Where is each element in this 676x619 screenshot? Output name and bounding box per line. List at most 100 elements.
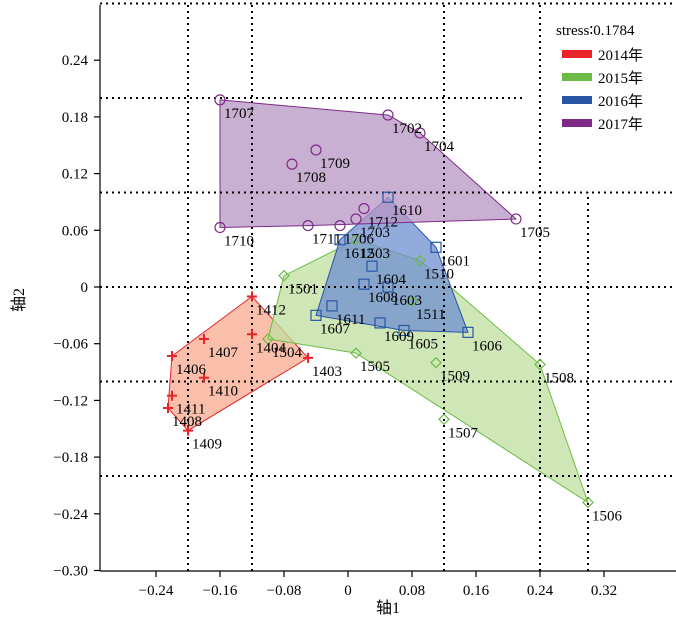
point-1607 [310, 309, 322, 321]
point-1410 [199, 372, 209, 383]
y-axis-title: 轴2 [10, 288, 28, 312]
point-label-1412: 1412 [256, 302, 286, 318]
point-label-1505: 1505 [360, 359, 390, 375]
point-1601 [430, 241, 442, 253]
legend-swatch-2016年 [562, 96, 592, 104]
y-tick-label: 0.06 [62, 223, 89, 239]
point-label-1601: 1601 [440, 253, 470, 269]
point-label-1408: 1408 [172, 414, 202, 430]
legend-swatch-2017年 [562, 119, 592, 127]
point-label-1606: 1606 [472, 338, 503, 354]
point-1708 [286, 158, 298, 170]
point-label-1609: 1609 [384, 329, 414, 345]
data-points [163, 94, 594, 509]
point-1408 [163, 402, 173, 413]
point-label-1503: 1503 [360, 246, 390, 262]
legend-swatch-2014年 [562, 50, 592, 58]
point-label-1507: 1507 [448, 425, 479, 441]
axis-ticks: −0.24 −0.16 −0.08 0 0.08 0.16 0.24 0.32 −0.30 −0.… [53, 53, 617, 599]
point-label-1410: 1410 [208, 384, 238, 400]
point-label-1603: 1603 [392, 293, 422, 309]
x-tick-label: −0.24 [139, 583, 174, 599]
point-label-1706: 1706 [344, 232, 375, 248]
point-1710 [214, 221, 226, 234]
point-label-1511: 1511 [416, 307, 445, 323]
point-label-1409: 1409 [192, 437, 222, 453]
point-label-1510: 1510 [424, 267, 454, 283]
point-1508 [534, 358, 546, 371]
point-1711 [302, 219, 314, 232]
point-label-1509: 1509 [440, 369, 470, 385]
point-1412 [247, 291, 257, 302]
point-1511 [406, 295, 418, 308]
x-axis-title: 轴1 [376, 599, 400, 617]
point-label-1508: 1508 [544, 370, 574, 386]
point-1510 [414, 254, 426, 267]
point-1611 [326, 300, 338, 312]
legend-label-2015年: 2015年 [598, 70, 643, 87]
point-1606 [462, 326, 474, 338]
point-1503 [350, 233, 362, 246]
point-label-1612: 1612 [344, 246, 374, 262]
point-1702 [382, 109, 394, 121]
hull-polygons [167, 99, 589, 504]
point-1407 [199, 333, 209, 344]
point-label-1705: 1705 [520, 225, 550, 241]
point-1506 [582, 496, 594, 509]
point-1505 [350, 347, 362, 359]
x-tick-label: 0.16 [463, 583, 490, 599]
hull-2016年 [315, 196, 469, 333]
point-label-1708: 1708 [296, 170, 326, 186]
point-label-1704: 1704 [424, 139, 455, 155]
y-tick-label: −0.06 [53, 337, 88, 353]
point-label-1611: 1611 [336, 312, 365, 328]
y-tick-label: −0.12 [53, 393, 88, 409]
point-label-1406: 1406 [176, 362, 207, 378]
point-label-1702: 1702 [392, 121, 422, 137]
point-label-1712: 1712 [368, 215, 398, 231]
point-label-1411: 1411 [176, 402, 205, 418]
point-1704 [414, 127, 426, 139]
point-1406 [167, 350, 177, 361]
point-label-1607: 1607 [320, 321, 351, 337]
point-label-1710: 1710 [224, 233, 254, 249]
y-tick-label: 0.12 [62, 167, 88, 183]
point-1509 [430, 356, 442, 369]
point-1703 [350, 213, 362, 225]
hull-2017年 [219, 99, 518, 229]
point-label-1608: 1608 [368, 290, 398, 306]
point-label-1403: 1403 [312, 364, 342, 380]
point-1504 [262, 333, 274, 345]
point-1604 [366, 260, 378, 272]
y-tick-label: 0.24 [62, 53, 89, 69]
point-label-1504: 1504 [272, 345, 303, 361]
point-label-1501: 1501 [288, 282, 318, 298]
point-label-1711: 1711 [312, 232, 341, 248]
y-tick-label: 0.18 [62, 110, 88, 126]
point-label-1404: 1404 [256, 340, 287, 356]
stress-label: stress∶0.1784 [556, 23, 635, 39]
legend-label-2017年: 2017年 [598, 116, 643, 133]
point-1608 [358, 278, 370, 290]
legend-label-2016年: 2016年 [598, 93, 643, 110]
legend: stress∶0.1784 2014年 2015年 2016年 2017年 [556, 23, 643, 133]
point-1501 [278, 269, 290, 282]
point-1705 [510, 213, 522, 225]
point-1706 [334, 219, 346, 232]
legend-label-2014年: 2014年 [598, 47, 643, 64]
point-1609 [374, 317, 386, 329]
point-1409 [183, 425, 193, 436]
point-1403 [303, 352, 313, 363]
x-tick-label: −0.16 [203, 583, 238, 599]
y-tick-label: −0.30 [53, 564, 88, 580]
legend-swatch-2015年 [562, 73, 592, 81]
point-label-1506: 1506 [592, 508, 623, 524]
point-1712 [358, 202, 370, 215]
axes [99, 5, 676, 572]
point-label-1709: 1709 [320, 156, 350, 172]
y-tick-label: −0.24 [53, 507, 88, 523]
point-1610 [382, 191, 394, 203]
point-label-1605: 1605 [408, 336, 438, 352]
point-label-1610: 1610 [392, 203, 422, 219]
